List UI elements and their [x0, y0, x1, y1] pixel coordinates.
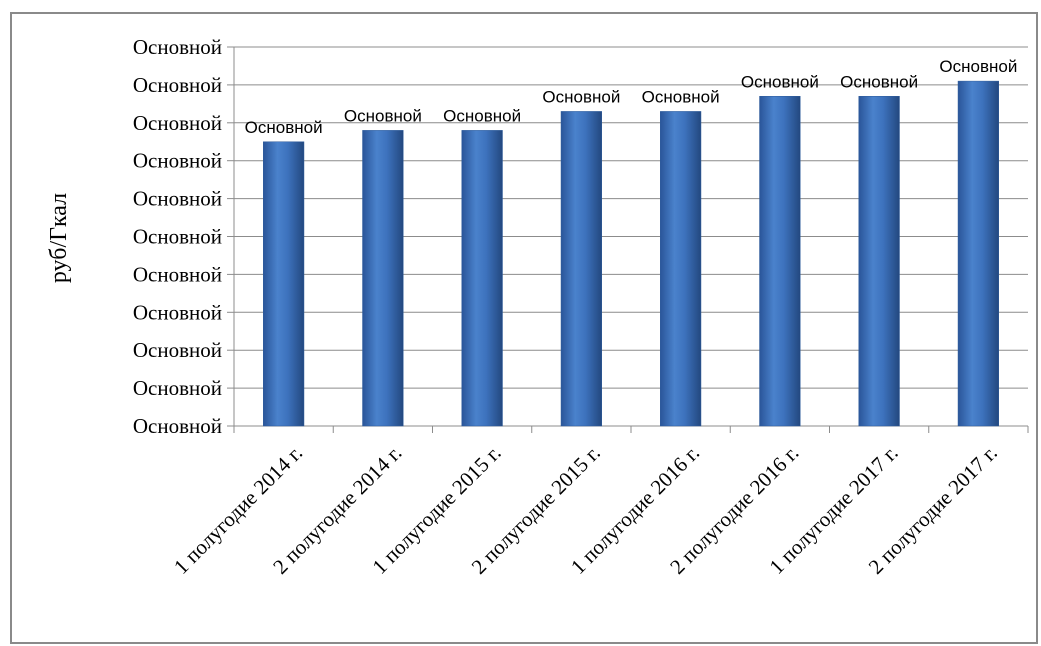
bar [362, 130, 404, 427]
bar [858, 96, 900, 427]
y-tick-label: Основной [133, 73, 222, 97]
x-tick-labels: 1 полугодие 2014 г.2 полугодие 2014 г.1 … [169, 441, 1002, 579]
data-label: Основной [840, 72, 918, 91]
data-label: Основной [642, 87, 720, 106]
bar [759, 96, 801, 427]
chart-frame: Основной Основной Основной Основной Основной… [10, 12, 1038, 644]
data-labels: Основной Основной Основной Основной Основной… [245, 57, 1018, 137]
y-tick-label: Основной [133, 376, 222, 400]
bars [263, 80, 999, 427]
data-label: Основной [542, 87, 620, 106]
y-tick-label: Основной [133, 262, 222, 286]
bar [560, 111, 602, 427]
data-label: Основной [939, 57, 1017, 76]
y-tick-label: Основной [133, 338, 222, 362]
bar [957, 80, 999, 427]
y-tick-label: Основной [133, 187, 222, 211]
data-label: Основной [741, 72, 819, 91]
y-tick-label: Основной [133, 111, 222, 135]
data-label: Основной [245, 118, 323, 137]
y-tick-label: Основной [133, 35, 222, 59]
axes [227, 46, 1029, 433]
y-tick-labels: Основной Основной Основной Основной Основной… [133, 35, 222, 438]
gridlines [234, 46, 1028, 427]
bar [461, 130, 503, 427]
data-label: Основной [443, 106, 521, 125]
y-tick-label: Основной [133, 149, 222, 173]
y-tick-label: Основной [133, 414, 222, 438]
bar [660, 111, 702, 427]
y-axis-label: руб/Гкал [46, 193, 72, 283]
bar-chart: Основной Основной Основной Основной Основной… [46, 35, 1029, 579]
data-label: Основной [344, 106, 422, 125]
bar [263, 141, 305, 427]
y-tick-label: Основной [133, 225, 222, 249]
y-tick-label: Основной [133, 300, 222, 324]
